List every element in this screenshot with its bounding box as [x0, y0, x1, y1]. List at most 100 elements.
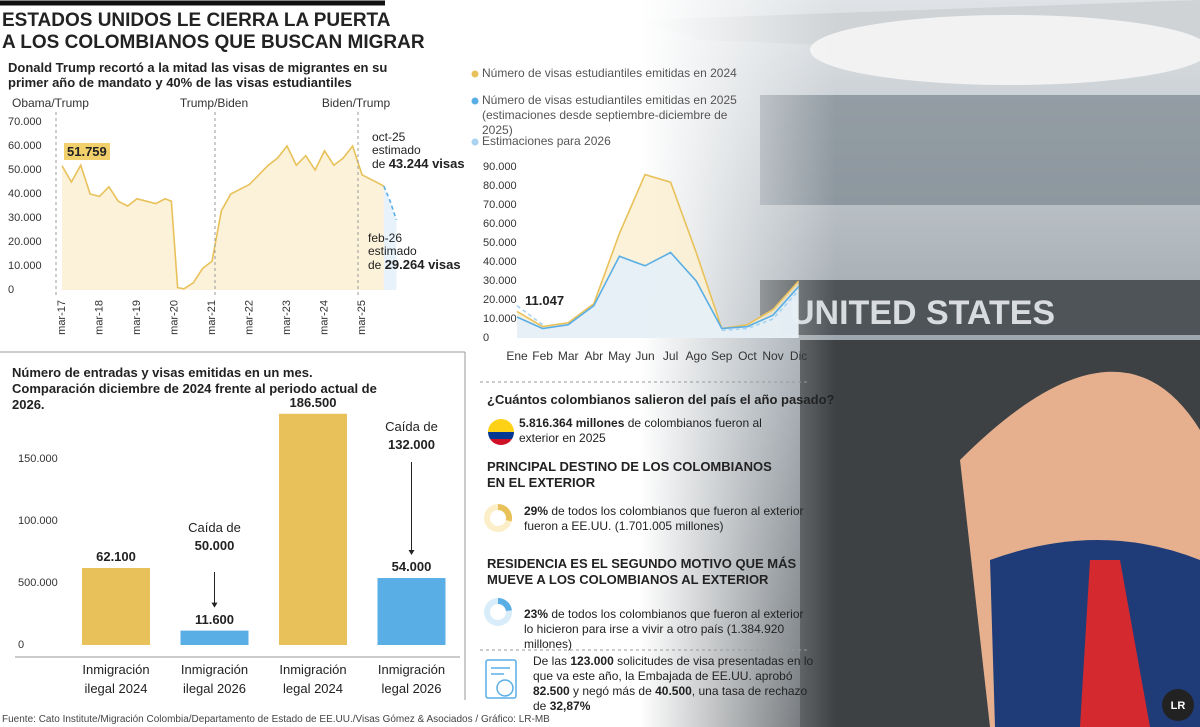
- info-pct: 23%: [524, 607, 549, 621]
- y-tick-label: 10.000: [8, 260, 42, 272]
- period-label: Biden/Trump: [322, 96, 391, 110]
- info-total: 5.816.364 millones de colombianos fueron…: [519, 416, 779, 446]
- y-tick-label: 10.000: [483, 313, 517, 325]
- legend-label: Número de visas estudiantiles emitidas e…: [482, 93, 737, 137]
- line: [516, 289, 800, 332]
- donut-arc: [497, 598, 512, 612]
- y-tick-label: 0: [8, 284, 14, 296]
- annotation: oct-25 estimado de 43.244 visas: [372, 131, 465, 171]
- bar: [180, 630, 249, 645]
- value-label: 54.000: [391, 559, 432, 575]
- annotation-line: estimado: [368, 244, 417, 258]
- annotation-line: Caída de: [188, 520, 241, 535]
- info-text: y negó más de: [569, 684, 656, 698]
- info-number: 123.000: [570, 654, 614, 668]
- x-tick-label: mar-22: [243, 300, 255, 335]
- area: [62, 146, 384, 290]
- y-tick-label: 20.000: [8, 236, 42, 248]
- y-tick-label: 30.000: [483, 275, 517, 287]
- line: [383, 185, 398, 221]
- x-tick-label: Ago: [686, 349, 708, 363]
- chart-title: Número de entradas y visas emitidas en u…: [12, 365, 377, 412]
- x-tick-label: mar-25: [356, 300, 368, 335]
- legend-label: Estimaciones para 2026: [482, 134, 611, 148]
- x-tick-label: Abr: [584, 349, 603, 363]
- bar: [82, 567, 150, 645]
- y-tick-label: 20.000: [483, 294, 517, 306]
- x-tick-label: Feb: [532, 349, 553, 363]
- y-tick-label: 500.000: [18, 577, 58, 589]
- x-tick-label: Inmigración ilegal 2024: [82, 662, 150, 696]
- info-text: De las: [533, 654, 571, 668]
- bar: [279, 413, 347, 645]
- annotation-line: oct-25: [372, 130, 406, 144]
- annotation-line: de: [372, 157, 386, 171]
- annotation-line: 50.000: [194, 538, 235, 553]
- x-tick-label: Inmigración ilegal 2026: [180, 662, 249, 696]
- arrow-head: [211, 602, 218, 608]
- annotation: 11.047: [525, 293, 565, 308]
- line: [516, 251, 800, 330]
- y-tick-label: 90.000: [483, 161, 517, 173]
- annotation: Caída de 132.000: [372, 418, 452, 454]
- y-tick-label: 150.000: [18, 453, 58, 465]
- annotation-line: de: [368, 258, 382, 272]
- area: [383, 186, 397, 290]
- donut-arc: [497, 504, 512, 522]
- legend-label: Número de visas estudiantiles emitidas e…: [482, 66, 737, 80]
- value-label: 186.500: [289, 394, 337, 410]
- title-line: A LOS COLOMBIANOS QUE BUSCAN MIGRAR: [2, 32, 425, 53]
- x-tick-label: Inmigración legal 2026: [377, 662, 446, 696]
- annotation-value: 43.244 visas: [388, 156, 465, 171]
- arrow-head: [408, 550, 415, 556]
- period-label: Trump/Biden: [180, 96, 248, 110]
- peak-label: 51.759: [64, 143, 110, 160]
- x-tick-label: Oct: [738, 349, 757, 363]
- value-label: 62.100: [96, 548, 136, 564]
- x-tick-label: Nov: [762, 349, 783, 363]
- info-question: ¿Cuántos colombianos salieron del país e…: [487, 392, 835, 407]
- info-number: 40.500: [655, 684, 692, 698]
- x-tick-label: mar-20: [168, 300, 180, 335]
- info-number: 82.500: [533, 684, 570, 698]
- x-tick-label: Sep: [711, 349, 733, 363]
- y-tick-label: 100.000: [18, 515, 58, 527]
- y-tick-label: 30.000: [8, 212, 42, 224]
- y-tick-label: 80.000: [483, 180, 517, 192]
- x-tick-label: mar-18: [93, 300, 105, 335]
- y-tick-label: 70.000: [8, 116, 42, 128]
- x-tick-label: May: [608, 349, 631, 363]
- x-tick-label: Inmigración legal 2024: [279, 662, 347, 696]
- flag: [488, 419, 514, 445]
- y-tick-label: 60.000: [483, 218, 517, 230]
- info-destino: 29% de todos los colombianos que fueron …: [524, 504, 814, 534]
- info-total-number: 5.816.364 millones: [519, 416, 625, 430]
- annotation-line: Caída de: [385, 419, 438, 434]
- info-residencia: 23% de todos los colombianos que fueron …: [524, 607, 814, 652]
- photo: UNITED STATES LR: [640, 0, 1200, 727]
- photo-text: UNITED STATES: [790, 294, 1055, 332]
- y-tick-label: 0: [18, 639, 24, 651]
- logo: LR: [1171, 700, 1186, 712]
- legend-swatch: [471, 138, 479, 146]
- annotation-line: estimado: [372, 143, 421, 157]
- x-tick-label: mar-23: [281, 300, 293, 335]
- area: [517, 252, 799, 338]
- y-tick-label: 60.000: [8, 140, 42, 152]
- y-tick-label: 40.000: [8, 188, 42, 200]
- title: ESTADOS UNIDOS LE CIERRA LA PUERTA A LOS …: [2, 10, 425, 54]
- info-text: , una tasa de rechazo de: [533, 684, 808, 713]
- period-label: Obama/Trump: [12, 96, 89, 110]
- annotation: feb-26 estimado de 29.264 visas: [368, 232, 461, 272]
- legend-swatch: [471, 97, 479, 105]
- info-text: de todos los colombianos que fueron al e…: [524, 607, 804, 651]
- info-number: 32,87%: [549, 699, 591, 713]
- x-tick-label: mar-17: [56, 300, 68, 335]
- x-tick-label: mar-21: [206, 300, 218, 335]
- value-label: 11.600: [194, 611, 235, 627]
- x-tick-label: Jun: [635, 349, 654, 363]
- annotation-line: feb-26: [368, 231, 403, 245]
- info-text: solicitudes de visa presentadas en lo qu…: [533, 654, 814, 683]
